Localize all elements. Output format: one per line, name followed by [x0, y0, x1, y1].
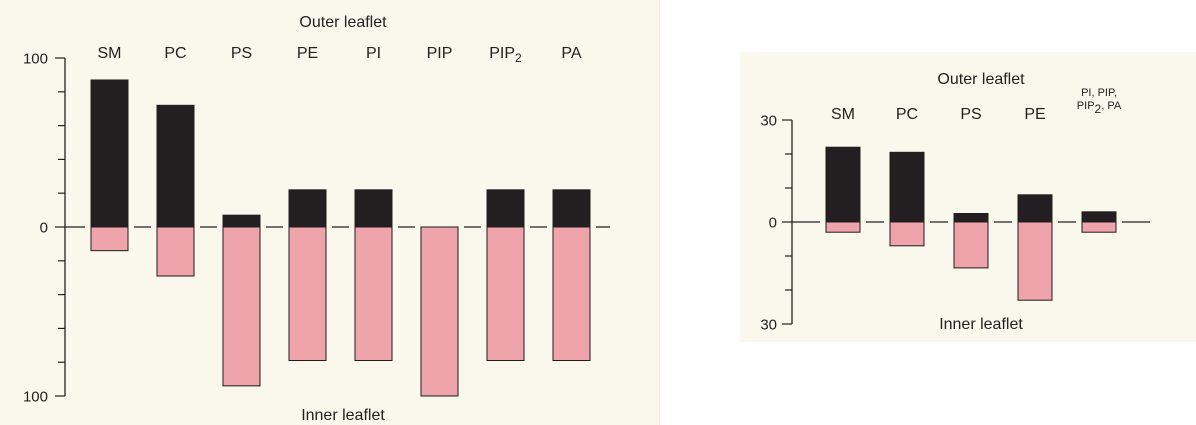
inner-leaflet-label: Inner leaflet — [939, 316, 1023, 333]
category-label: PIP2 — [489, 45, 522, 65]
outer-leaflet-bar — [354, 189, 393, 228]
inner-leaflet-bar — [354, 226, 393, 362]
inner-leaflet-bar — [1017, 221, 1053, 301]
inner-leaflet-bar — [156, 226, 195, 277]
outer-leaflet-title: Outer leaflet — [937, 71, 1025, 88]
category-label: PE — [1024, 106, 1045, 123]
outer-leaflet-bar — [156, 104, 195, 228]
outer-leaflet-bar — [1081, 211, 1117, 223]
y-tick-label: 0 — [769, 214, 777, 231]
left-chart: 100 0 100 SM PC PS PE PI PIP PIP2 PA Outer leaflet I… — [23, 14, 610, 424]
category-label: PI — [366, 45, 381, 62]
y-tick-label: 0 — [40, 219, 48, 236]
inner-leaflet-bar — [889, 221, 925, 247]
outer-leaflet-bar — [552, 189, 591, 228]
category-label: PS — [960, 106, 981, 123]
inner-leaflet-bar — [825, 221, 861, 233]
outer-leaflet-bar — [222, 214, 261, 228]
category-label: PE — [297, 45, 318, 62]
inner-leaflet-bar — [90, 226, 129, 252]
category-label: PS — [231, 45, 252, 62]
inner-leaflet-bar — [552, 226, 591, 362]
inner-leaflet-bar — [288, 226, 327, 362]
y-tick-label: 30 — [760, 316, 777, 333]
inner-leaflet-label: Inner leaflet — [301, 407, 385, 424]
y-tick-label: 100 — [23, 50, 48, 67]
y-tick-label: 100 — [23, 388, 48, 405]
outer-leaflet-bar — [486, 189, 525, 228]
outer-leaflet-bar — [90, 79, 129, 228]
inner-leaflet-bar — [420, 226, 459, 397]
outer-leaflet-bar — [288, 189, 327, 228]
category-label: PIP2, PA — [1077, 100, 1122, 116]
category-label: PC — [164, 45, 186, 62]
outer-leaflet-title: Outer leaflet — [299, 14, 387, 31]
outer-leaflet-bar — [953, 213, 989, 223]
category-label: PI, PIP, — [1081, 87, 1117, 99]
outer-leaflet-bar — [825, 146, 861, 223]
right-chart-panel: 30 0 30 SM PC PS PE PI, PIP, PIP2, PA Outer leafl… — [740, 52, 1196, 342]
left-chart-panel: 100 0 100 SM PC PS PE PI PIP PIP2 PA Outer leaflet I… — [0, 0, 660, 425]
inner-leaflet-bar — [222, 226, 261, 387]
outer-leaflet-bar — [1017, 194, 1053, 223]
category-label: PC — [896, 106, 918, 123]
category-label: PA — [561, 45, 581, 62]
outer-leaflet-bar — [889, 151, 925, 223]
category-label: SM — [98, 45, 122, 62]
panel-divider — [659, 0, 660, 425]
right-chart: 30 0 30 SM PC PS PE PI, PIP,PIP2, PA Outer leafl… — [760, 71, 1150, 333]
y-tick-label: 30 — [760, 112, 777, 129]
category-label: PIP — [427, 45, 453, 62]
inner-leaflet-bar — [1081, 221, 1117, 233]
inner-leaflet-bar — [953, 221, 989, 269]
category-label: SM — [831, 106, 855, 123]
inner-leaflet-bar — [486, 226, 525, 362]
